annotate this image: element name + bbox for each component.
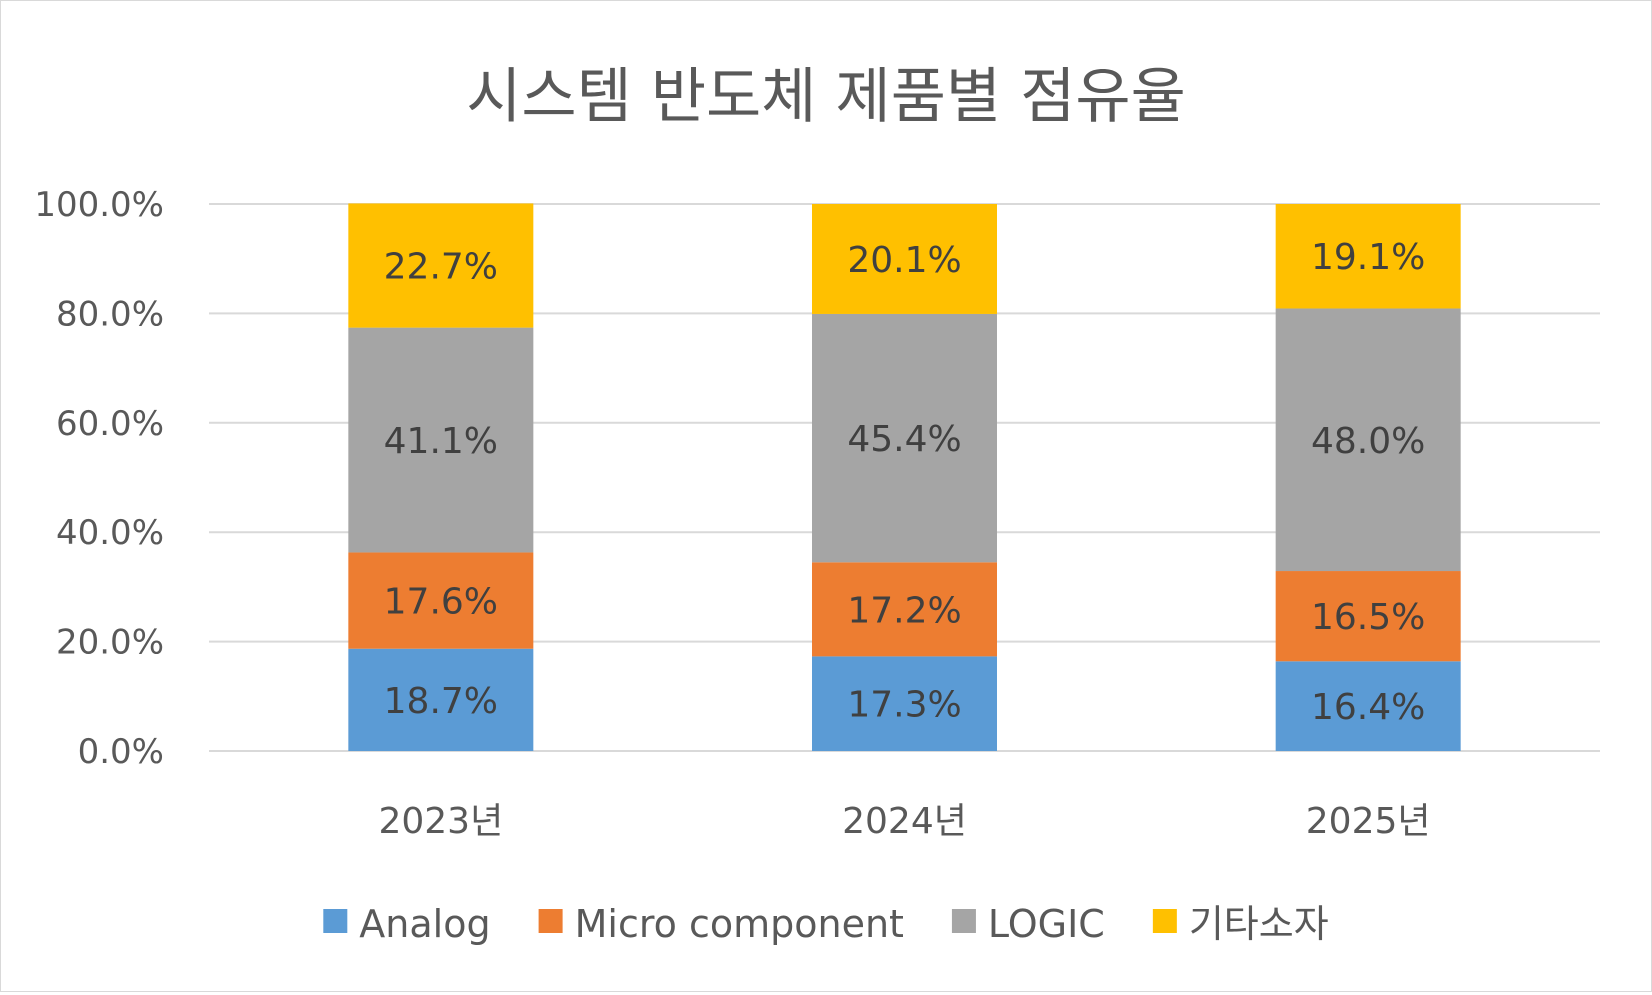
bar-segment xyxy=(1275,204,1461,309)
y-tick-label: 80.0% xyxy=(56,294,164,334)
bars: 18.7% 17.6% 41.1% 22.7% 17.3% 17.2% 45.4% 20.1%… xyxy=(348,203,1461,751)
legend-label: Micro component xyxy=(575,902,904,946)
legend-item: Micro component xyxy=(538,902,904,946)
legend-swatch xyxy=(538,909,563,933)
axis-labels: 0.0% 20.0% 40.0% 60.0% 80.0% 100.0% 2023년 2024년… xyxy=(34,185,1430,842)
x-tick-label: 2023년 xyxy=(378,801,503,842)
legend-swatch xyxy=(1152,909,1177,933)
data-label: 17.3% xyxy=(847,685,961,726)
y-tick-label: 100.0% xyxy=(34,185,164,225)
legend-swatch xyxy=(323,909,348,933)
bar-segment xyxy=(812,313,997,563)
y-tick-label: 40.0% xyxy=(56,513,164,553)
bar-segment xyxy=(1275,661,1461,751)
legend-item: Analog xyxy=(323,902,491,946)
legend-label: LOGIC xyxy=(988,902,1105,946)
bar-segment xyxy=(812,204,997,314)
data-label: 17.2% xyxy=(847,590,961,631)
legend-swatch xyxy=(951,909,976,933)
data-label: 45.4% xyxy=(847,419,961,460)
data-label: 16.5% xyxy=(1311,597,1425,638)
chart-title: 시스템 반도체 제품별 점유율 xyxy=(466,62,1186,132)
legend-item: 기타소자 xyxy=(1152,902,1329,946)
y-tick-label: 60.0% xyxy=(56,404,164,444)
y-tick-label: 20.0% xyxy=(56,623,164,663)
x-tick-label: 2025년 xyxy=(1306,801,1431,842)
x-tick-label: 2024년 xyxy=(842,801,967,842)
bar-segment xyxy=(812,562,997,657)
data-label: 22.7% xyxy=(384,247,498,288)
bar-segment xyxy=(1275,571,1461,662)
y-tick-label: 0.0% xyxy=(78,732,164,772)
data-label: 41.1% xyxy=(384,421,498,462)
data-label: 20.1% xyxy=(847,240,961,281)
data-label: 19.1% xyxy=(1311,237,1425,278)
data-label: 18.7% xyxy=(384,681,498,722)
bar-segment xyxy=(348,327,534,553)
bar-segment xyxy=(348,552,534,649)
data-label: 48.0% xyxy=(1311,421,1425,462)
data-label: 16.4% xyxy=(1311,687,1425,728)
bar-segment xyxy=(348,648,534,751)
legend-item: LOGIC xyxy=(951,902,1105,946)
bar-segment xyxy=(812,656,997,751)
legend-label: 기타소자 xyxy=(1189,902,1329,946)
legend: Analog Micro component LOGIC 기타소자 xyxy=(323,902,1329,946)
legend-label: Analog xyxy=(359,902,490,946)
data-label: 17.6% xyxy=(384,582,498,623)
bar-segment xyxy=(348,203,534,328)
bar-segment xyxy=(1275,308,1461,572)
